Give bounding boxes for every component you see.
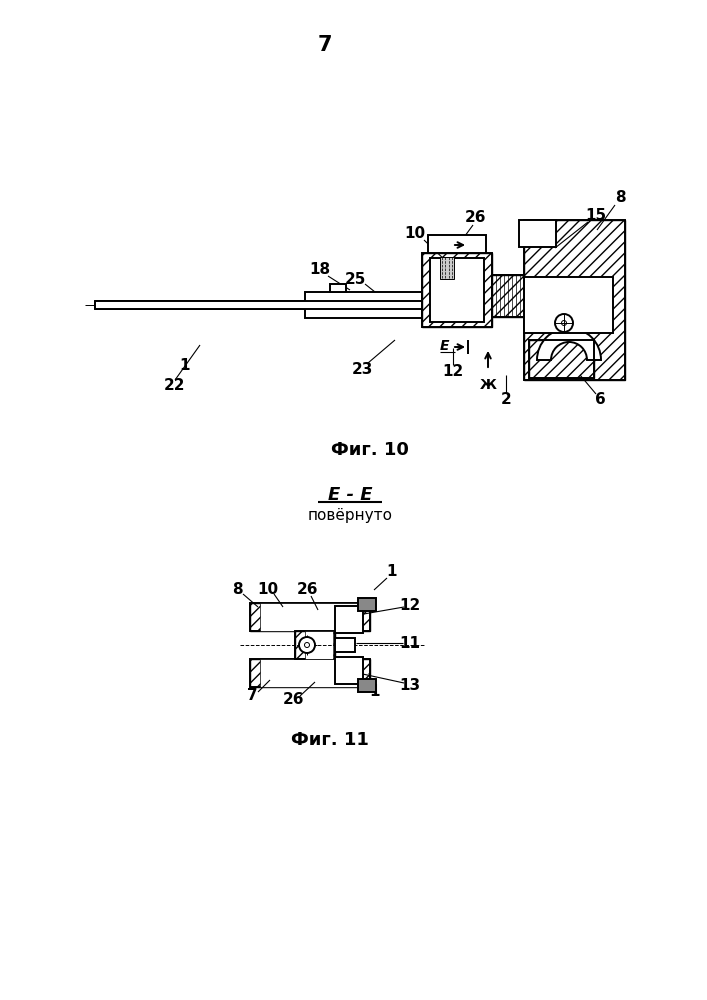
Text: 7: 7 — [247, 688, 257, 702]
Text: 8: 8 — [232, 582, 243, 597]
Bar — [492, 275, 524, 317]
Bar — [330, 284, 346, 292]
Bar — [250, 603, 370, 631]
Text: повёрнуто: повёрнуто — [308, 507, 392, 523]
Text: 13: 13 — [399, 678, 421, 692]
Text: Ж: Ж — [479, 378, 496, 392]
Bar — [295, 631, 335, 659]
Circle shape — [561, 320, 566, 326]
Bar — [260, 603, 360, 631]
Text: 8: 8 — [614, 190, 625, 206]
Text: Е - Е: Е - Е — [328, 486, 373, 504]
Bar — [524, 220, 625, 380]
Text: 10: 10 — [257, 582, 279, 597]
Bar — [250, 659, 370, 687]
Text: 12: 12 — [399, 597, 421, 612]
Text: 26: 26 — [284, 692, 305, 708]
Bar — [335, 638, 355, 652]
Bar — [335, 657, 363, 684]
Text: 7: 7 — [317, 35, 332, 55]
Bar — [529, 340, 594, 378]
Bar — [358, 598, 376, 611]
Bar — [422, 253, 492, 327]
Bar — [260, 659, 360, 687]
Bar — [492, 275, 524, 317]
Text: 1: 1 — [180, 358, 190, 372]
Bar — [95, 301, 422, 309]
Text: 15: 15 — [585, 208, 607, 223]
Text: 12: 12 — [443, 364, 464, 379]
Text: Фиг. 11: Фиг. 11 — [291, 731, 369, 749]
Text: 1: 1 — [387, 564, 397, 580]
Bar — [335, 606, 363, 633]
Bar — [422, 253, 492, 327]
Bar — [358, 679, 376, 692]
Circle shape — [555, 314, 573, 332]
Bar — [440, 257, 454, 279]
Text: Фиг. 10: Фиг. 10 — [331, 441, 409, 459]
Bar — [250, 603, 370, 631]
Bar — [529, 340, 594, 378]
Text: Е: Е — [440, 237, 449, 251]
Text: 22: 22 — [164, 377, 186, 392]
Text: 1: 1 — [370, 684, 380, 700]
Text: 6: 6 — [595, 392, 605, 408]
Bar — [250, 659, 370, 687]
Text: 26: 26 — [297, 582, 319, 597]
Bar — [492, 275, 524, 317]
Text: 10: 10 — [404, 226, 426, 240]
Wedge shape — [537, 328, 601, 360]
Bar — [305, 292, 422, 318]
Text: 23: 23 — [351, 362, 373, 377]
Text: 2: 2 — [501, 392, 511, 408]
Bar — [519, 220, 556, 247]
Text: 25: 25 — [344, 272, 366, 288]
Bar — [524, 220, 625, 380]
Bar — [524, 277, 613, 333]
Text: 18: 18 — [310, 262, 331, 277]
Bar — [430, 258, 484, 322]
Text: 26: 26 — [465, 211, 486, 226]
Circle shape — [305, 643, 310, 648]
Text: 11: 11 — [399, 636, 421, 650]
Text: Е: Е — [440, 339, 449, 353]
Bar — [305, 631, 333, 659]
Bar — [295, 631, 335, 659]
Circle shape — [299, 637, 315, 653]
Bar — [428, 235, 486, 253]
